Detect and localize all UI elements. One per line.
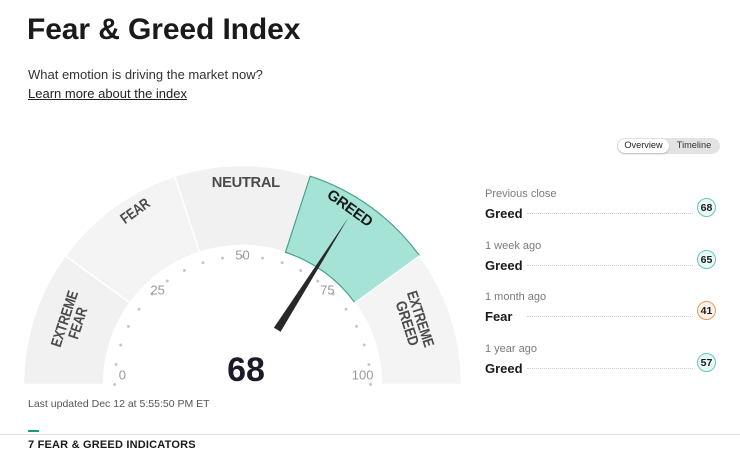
svg-text:75: 75 [320, 283, 334, 298]
svg-text:100: 100 [352, 368, 374, 383]
svg-text:68: 68 [227, 351, 265, 389]
svg-text:25: 25 [150, 283, 164, 298]
svg-text:0: 0 [119, 368, 126, 383]
svg-text:50: 50 [235, 248, 249, 263]
svg-text:NEUTRAL: NEUTRAL [212, 174, 280, 191]
